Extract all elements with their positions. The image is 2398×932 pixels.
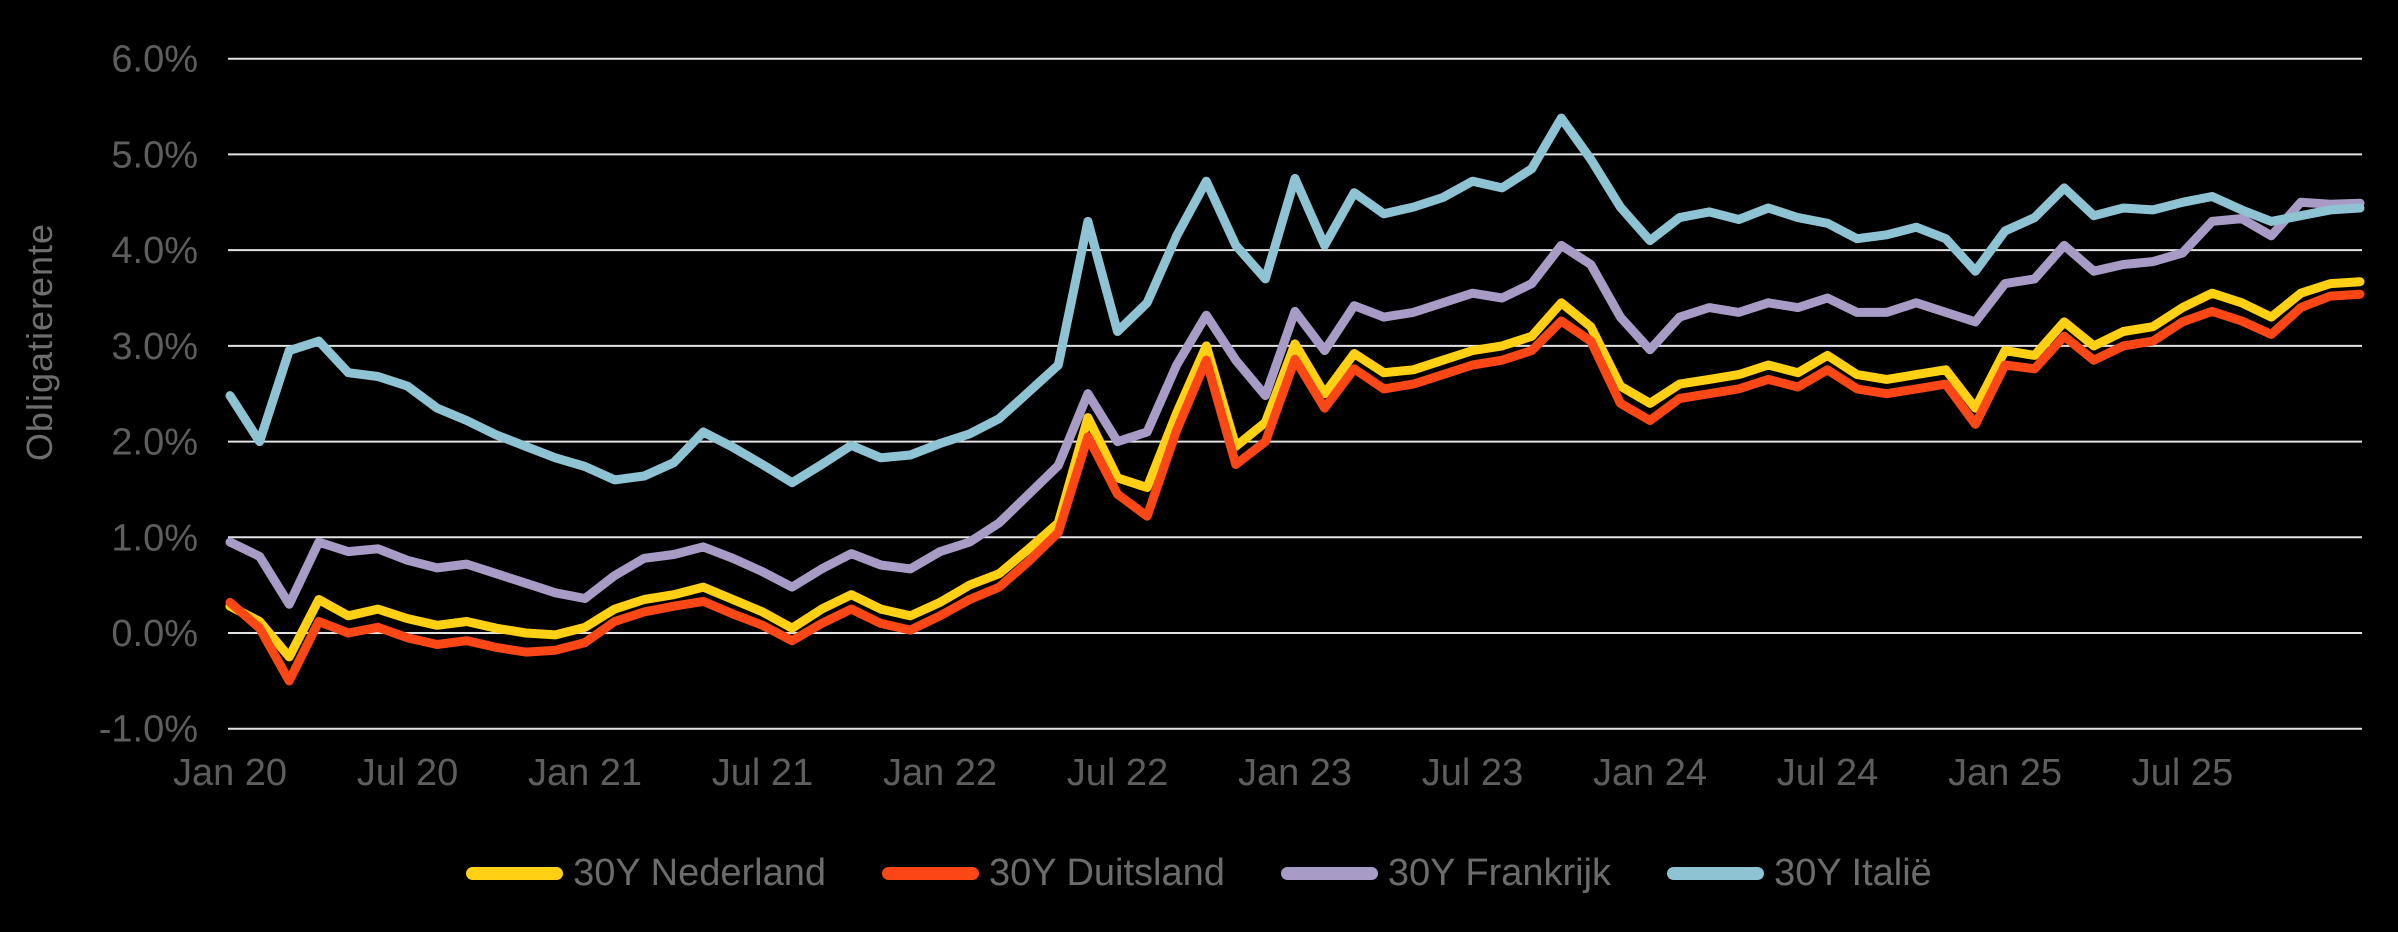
- legend-item-30y-italië: 30Y Italië: [1667, 852, 1932, 895]
- x-tick-label-jul-22: Jul 22: [1067, 752, 1168, 794]
- x-tick-label-jul-20: Jul 20: [357, 752, 458, 794]
- legend-item-30y-frankrijk: 30Y Frankrijk: [1280, 851, 1612, 895]
- y-tick-label-3.0%: 3.0%: [111, 326, 198, 368]
- legend-swatch-icon: [881, 866, 979, 880]
- legend-label: 30Y Nederland: [573, 851, 826, 894]
- legend-swatch-icon: [1667, 866, 1765, 880]
- y-axis-title: Obligatierente: [19, 222, 60, 462]
- y-tick-label-5.0%: 5.0%: [111, 134, 198, 176]
- y-tick-label-0.0%: 0.0%: [111, 613, 198, 655]
- legend-label: 30Y Frankrijk: [1387, 851, 1612, 894]
- x-tick-label-jan-21: Jan 21: [528, 752, 642, 794]
- y-tick-label--1.0%: -1.0%: [99, 709, 198, 751]
- x-tick-label-jan-25: Jan 25: [1948, 752, 2062, 794]
- chart-legend: 30Y Nederland 30Y Duitsland 30Y Frankrijk 3…: [0, 851, 2398, 895]
- x-tick-label-jan-20: Jan 20: [173, 752, 287, 794]
- x-tick-label-jul-23: Jul 23: [1422, 752, 1523, 794]
- x-tick-label-jan-23: Jan 23: [1238, 752, 1352, 794]
- x-tick-label-jan-24: Jan 24: [1593, 752, 1707, 794]
- legend-label: 30Y Italië: [1774, 851, 1932, 894]
- y-tick-label-2.0%: 2.0%: [111, 422, 198, 464]
- series-line-30y-frankrijk: [225, 197, 2365, 609]
- x-tick-label-jan-22: Jan 22: [883, 752, 997, 794]
- legend-swatch-icon: [466, 866, 564, 880]
- y-tick-label-6.0%: 6.0%: [111, 39, 198, 81]
- y-tick-label-4.0%: 4.0%: [111, 230, 198, 272]
- legend-item-30y-duitsland: 30Y Duitsland: [881, 851, 1225, 895]
- legend-swatch-icon: [1280, 866, 1378, 880]
- legend-item-30y-nederland: 30Y Nederland: [466, 852, 826, 895]
- series-line-30y-italië: [225, 113, 2365, 488]
- series-line-30y-duitsland: [225, 289, 2365, 686]
- x-tick-label-jul-24: Jul 24: [1777, 752, 1878, 794]
- x-tick-label-jul-25: Jul 25: [2132, 752, 2233, 794]
- x-tick-label-jul-21: Jul 21: [712, 752, 813, 794]
- y-tick-label-1.0%: 1.0%: [111, 517, 198, 559]
- legend-label: 30Y Duitsland: [988, 851, 1225, 894]
- series-line-30y-nederland: [225, 277, 2365, 662]
